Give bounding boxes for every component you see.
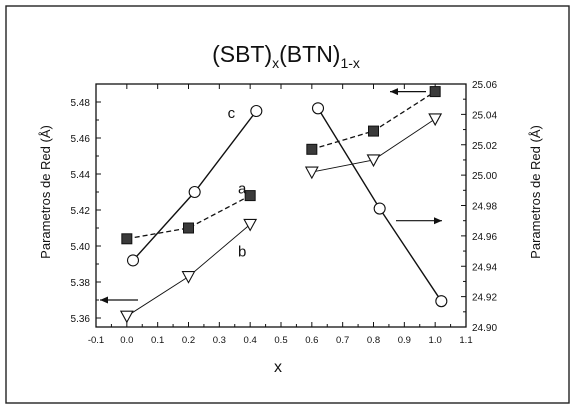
y-left-tick-label: 5.42 [71,206,91,217]
y-right-tick-label: 24.98 [472,202,497,213]
arrow-right-axis-lower-head [434,217,442,225]
y-left-tick-label: 5.48 [71,98,91,109]
data-point-circle [311,102,325,115]
data-point-circle [435,295,448,308]
y-right-tick-label: 24.90 [472,323,497,334]
chart-title: (SBT)x(BTN)1-x [212,41,360,71]
x-tick-label: 0.8 [367,335,380,346]
data-point-circle [188,185,201,199]
data-point-square [368,125,379,137]
x-tick-label: 0.3 [213,335,226,346]
data-point-triangle [243,218,258,232]
plot-area: -0.1 0.0 0.1 0.2 0.3 0.4 0.5 0.6 0.7 0.8 0.9 1.0 1.1… [71,80,498,346]
data-point-square [121,233,133,245]
series-label-b: b [238,243,246,260]
y-right-tick-label: 25.00 [472,171,497,182]
x-tick-label: -0.1 [88,335,104,346]
x-tick-label: 0.6 [305,335,318,346]
y-left-tick-label: 5.46 [71,134,91,145]
data-point-triangle [119,310,134,324]
arrow-left-axis-head [100,296,108,304]
x-tick-label: 0.1 [151,335,164,346]
y-right-tick-label: 25.02 [472,141,497,152]
title-part-2: (BTN) [279,41,340,67]
x-tick-label: 0.7 [336,335,349,346]
x-tick-label: 0.4 [244,335,257,346]
y-right-tick-label: 25.06 [472,80,497,91]
y-left-tick-label: 5.44 [71,170,91,181]
data-point-circle [126,254,140,267]
y-right-tick-label: 24.92 [472,293,497,304]
data-point-triangle [181,271,196,284]
data-point-circle [250,104,263,118]
x-tick-label: 1.0 [429,335,442,346]
title-subscript-1: x [272,55,279,71]
y-right-tick-label: 24.94 [472,262,497,273]
arrow-right-axis-upper-head [390,88,398,96]
data-point-square [306,143,318,155]
x-tick-label: 1.1 [459,335,472,346]
y-axis-label-right: Parametros de Red (Å) [528,125,543,259]
data-point-square [244,190,256,202]
outer-frame [5,5,570,404]
series-line-a [126,195,251,240]
data-point-square [183,222,194,234]
x-tick-label: 0.5 [274,335,287,346]
y-left-tick-label: 5.40 [71,242,91,253]
data-point-triangle [366,154,381,168]
y-left-tick-label: 5.36 [71,314,91,325]
x-tick-label: 0.0 [120,335,133,346]
x-tick-label: 0.2 [182,335,195,346]
y-right-tick-label: 24.96 [472,232,497,243]
data-point-square [429,86,441,98]
series-label-a: a [238,181,247,198]
x-tick-label: 0.9 [398,335,411,346]
x-axis-label: x [274,359,282,376]
data-point-triangle [428,113,443,127]
y-right-tick-label: 25.04 [472,110,497,121]
y-axis-label-left: Parametros de Red (Å) [38,125,53,259]
data-point-circle [373,202,386,215]
data-point-triangle [304,166,319,180]
title-subscript-2: 1-x [340,55,359,71]
series-label-c: c [228,105,236,122]
y-left-tick-label: 5.38 [71,278,91,289]
